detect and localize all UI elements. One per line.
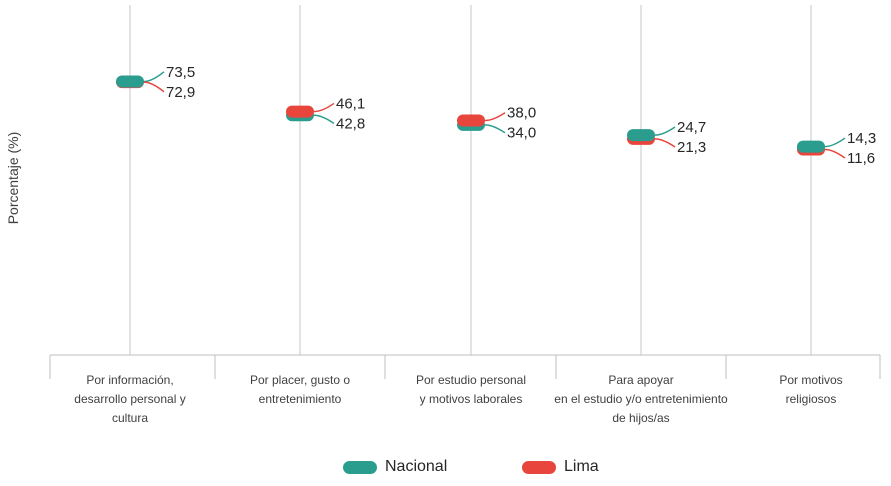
data-label-nacional: 34,0 xyxy=(507,125,536,142)
legend-label-nacional: Nacional xyxy=(385,458,448,475)
legend-item-nacional: Nacional xyxy=(343,458,447,476)
leader-line-lima xyxy=(484,112,506,122)
leader-line-lima xyxy=(654,138,676,148)
data-markers xyxy=(116,75,825,156)
marker-lima xyxy=(457,114,485,127)
data-label-nacional: 73,5 xyxy=(166,64,195,81)
marker-nacional xyxy=(797,140,825,153)
legend-swatch-lima xyxy=(522,460,556,474)
data-label-lima: 11,6 xyxy=(847,150,875,167)
x-tick-label: Para apoyar en el estudio y/o entretenimi… xyxy=(554,373,728,425)
data-label-nacional: 14,3 xyxy=(847,130,876,147)
data-label-nacional: 24,7 xyxy=(677,119,706,136)
data-label-lima: 72,9 xyxy=(166,84,195,101)
data-label-lima: 21,3 xyxy=(677,139,706,156)
data-label-lima: 46,1 xyxy=(336,95,365,112)
x-tick-label: Por información, desarrollo personal y cul… xyxy=(74,373,185,425)
x-axis-tick-labels: Por información, desarrollo personal y cul… xyxy=(74,373,842,425)
data-label-lima: 38,0 xyxy=(507,105,536,122)
x-tick-label: Por estudio personal y motivos laborales xyxy=(416,373,526,406)
x-tick-label: Por placer, gusto o entretenimiento xyxy=(250,373,350,406)
data-label-nacional: 42,8 xyxy=(336,115,365,132)
legend-label-lima: Lima xyxy=(564,458,599,475)
x-tick-label: Por motivos religiosos xyxy=(779,373,842,406)
leader-line-lima xyxy=(313,102,335,113)
marker-nacional xyxy=(116,75,144,88)
leader-line-nacional xyxy=(484,124,506,134)
y-axis-title: Porcentaje (%) xyxy=(5,132,21,225)
marker-nacional xyxy=(627,129,655,142)
leader-line-lima xyxy=(824,148,846,159)
leader-line-nacional xyxy=(143,71,165,83)
marker-lima xyxy=(286,105,314,118)
leader-line-lima xyxy=(143,81,165,93)
legend: Nacional Lima xyxy=(0,458,891,482)
leader-line-nacional xyxy=(824,137,846,148)
x-axis-ticks xyxy=(49,355,881,379)
legend-swatch-nacional xyxy=(343,460,377,474)
leader-line-nacional xyxy=(654,126,676,136)
data-labels: 73,5 72,9 46,1 42,8 38,0 34,0 24,7 21,3 14,3 11,6 xyxy=(143,64,876,167)
category-gridlines xyxy=(129,5,812,355)
leader-line-nacional xyxy=(313,114,335,125)
legend-item-lima: Lima xyxy=(522,458,599,476)
